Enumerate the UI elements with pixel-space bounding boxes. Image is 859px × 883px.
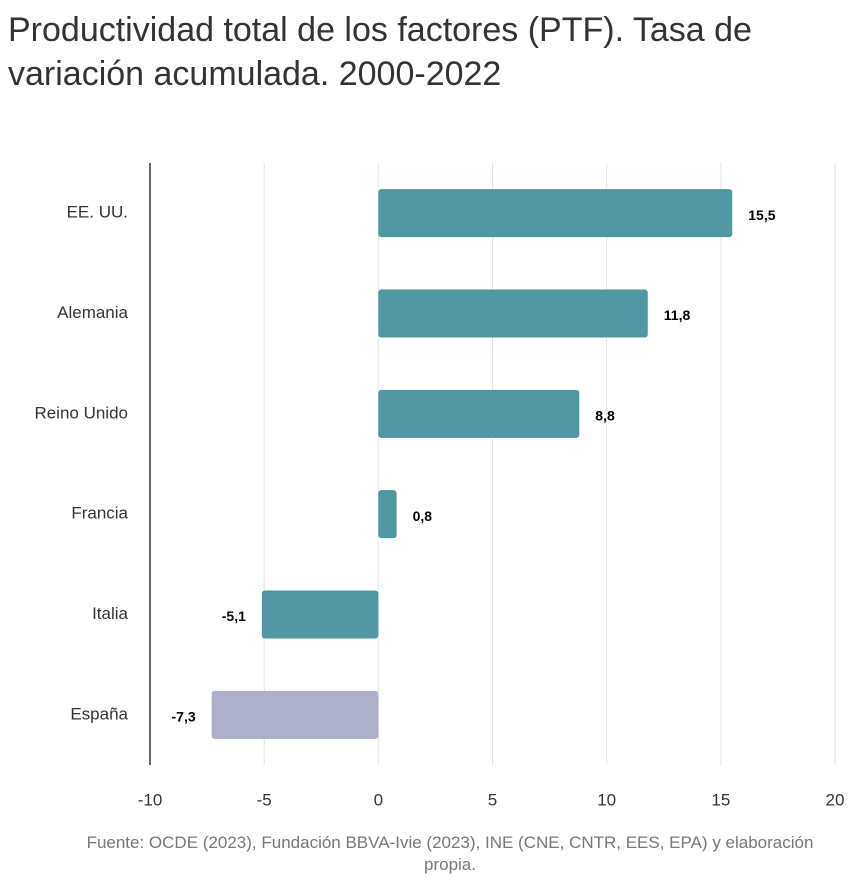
y-tick-label: España [70,704,128,723]
y-tick-label: Alemania [57,303,128,322]
x-tick-label: -10 [138,790,163,809]
chart-title: Productividad total de los factores (PTF… [8,11,752,93]
value-label: 11,8 [664,307,691,323]
value-label: -5,1 [222,608,246,624]
value-label: -7,3 [172,709,196,725]
y-tick-label: Reino Unido [34,403,128,422]
bar [378,289,648,338]
value-label: 0,8 [413,508,433,524]
bar [261,590,379,639]
y-tick-label: EE. UU. [67,203,128,222]
x-tick-label: -5 [257,790,272,809]
x-tick-label: 5 [488,790,497,809]
y-tick-label: Italia [92,604,128,623]
chart: -10 -5 0 5 10 15 20 EE. UU. 15,5 Alemania 11,8 Rein… [34,163,845,809]
source-note: Fuente: OCDE (2023), Fundación BBVA-Ivie… [86,833,814,874]
y-tick-label: Francia [71,504,128,523]
x-tick-label: 0 [374,790,383,809]
bar [211,690,379,739]
x-tick-label: 20 [826,790,845,809]
bar [378,389,580,438]
value-label: 8,8 [595,408,615,424]
bar [378,189,733,238]
value-label: 15,5 [748,207,775,223]
x-tick-label: 15 [711,790,730,809]
bar [378,490,397,539]
x-tick-label: 10 [597,790,616,809]
